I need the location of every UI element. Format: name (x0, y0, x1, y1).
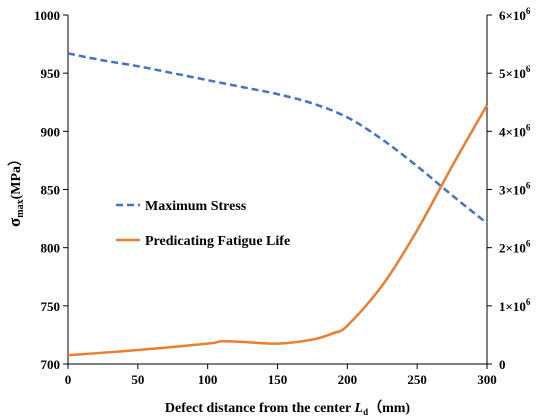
y-right-tick-label: 4×106 (499, 122, 531, 139)
y-left-tick-label: 800 (41, 241, 61, 256)
axes (63, 14, 492, 369)
axis-labels: Defect distance from the center Ld（mm) σm… (5, 152, 410, 417)
legend-label-2: Predicating Fatigue Life (145, 234, 290, 249)
y-left-tick-label: 1000 (34, 8, 60, 23)
y-left-tick-label: 750 (41, 299, 61, 314)
y-left-tick-label: 700 (41, 357, 61, 372)
y-right-tick-label: 0 (499, 357, 506, 372)
x-axis-label: Defect distance from the center Ld（mm) (165, 400, 410, 417)
y-right-tick-label: 1×106 (499, 297, 531, 314)
y-right-tick-label: 5×106 (499, 64, 531, 81)
series-line-1 (67, 52, 488, 225)
y-left-tick-label: 900 (41, 124, 61, 139)
plot-series (67, 52, 489, 357)
x-tick-label: 300 (477, 372, 497, 387)
x-tick-label: 150 (268, 372, 288, 387)
legend-label-1: Maximum Stress (145, 199, 247, 214)
x-tick-label: 0 (65, 372, 72, 387)
x-tick-label: 250 (407, 372, 427, 387)
x-tick-label: 100 (198, 372, 218, 387)
y-right-tick-label: 6×106 (499, 6, 531, 23)
y-right-tick-label: 2×106 (499, 239, 531, 256)
legend: Maximum Stress Predicating Fatigue Life (116, 199, 290, 249)
y-axis-left-label: σmax(MPa） (5, 152, 26, 227)
x-tick-label: 50 (131, 372, 144, 387)
y-left-tick-label: 950 (41, 66, 61, 81)
y-left-tick-label: 850 (41, 183, 61, 198)
x-tick-label: 200 (338, 372, 358, 387)
y-right-tick-label: 3×106 (499, 181, 531, 198)
series-line-2 (67, 104, 489, 357)
tick-labels: 0 50 100 150 200 250 300 700 750 800 850 900 950 1000… (34, 6, 531, 387)
